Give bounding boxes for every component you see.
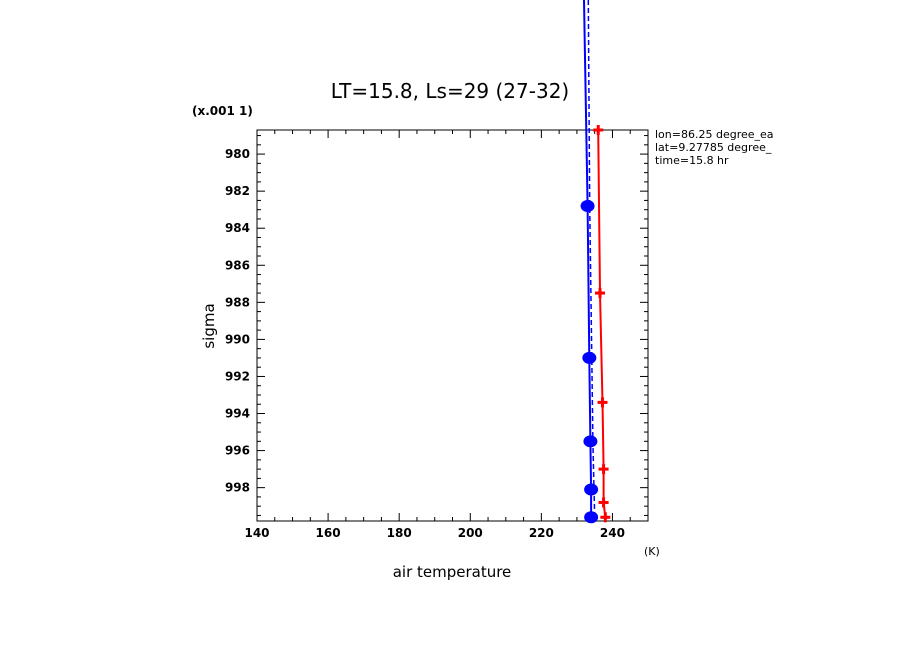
- axes: [256, 129, 649, 522]
- x-tick-label: 180: [387, 526, 412, 540]
- x-tick-label: 240: [600, 526, 625, 540]
- x-tick-label: 160: [316, 526, 341, 540]
- x-axis-label: air temperature: [393, 563, 512, 581]
- y-tick-label: 990: [225, 332, 250, 346]
- data-point: [584, 511, 599, 524]
- annotation-lat: lat=9.27785 degree_: [655, 141, 772, 154]
- y-tick-label: 992: [225, 369, 250, 383]
- x-tick-label: 140: [244, 526, 269, 540]
- y-tick-labels: 980 982 984 986 988 990 992 994 996 998: [225, 147, 250, 495]
- x-tick-label: 220: [529, 526, 554, 540]
- y-axis-label: sigma: [200, 303, 218, 348]
- x-tick-labels: 140 160 180 200 220 240: [244, 526, 625, 540]
- data-point: [600, 512, 611, 523]
- y-tick-label: 994: [225, 407, 250, 421]
- data-point: [582, 351, 597, 364]
- x-tick-label: 200: [458, 526, 483, 540]
- data-point: [597, 397, 608, 408]
- data-point: [593, 125, 604, 135]
- annotation-lon: lon=86.25 degree_ea: [655, 128, 774, 141]
- data-point: [584, 483, 599, 496]
- data-point: [598, 464, 609, 475]
- series-line-2: [587, 0, 596, 518]
- series-layer: [580, 0, 611, 524]
- annotation-time: time=15.8 hr: [655, 154, 729, 167]
- y-tick-label: 982: [225, 184, 250, 198]
- x-unit-label: (K): [644, 545, 660, 558]
- data-point: [583, 435, 598, 448]
- y-tick-label: 998: [225, 481, 250, 495]
- y-tick-label: 986: [225, 258, 250, 272]
- chart-title: LT=15.8, Ls=29 (27-32): [331, 79, 569, 103]
- data-point: [598, 497, 609, 508]
- series-line-0: [597, 129, 607, 518]
- data-point: [595, 288, 606, 299]
- data-point: [580, 199, 595, 212]
- y-tick-label: 984: [225, 221, 250, 235]
- y-tick-label: 996: [225, 444, 250, 458]
- y-scale-note: (x.001 1): [192, 104, 253, 118]
- y-tick-label: 988: [225, 295, 250, 309]
- y-tick-label: 980: [225, 147, 250, 161]
